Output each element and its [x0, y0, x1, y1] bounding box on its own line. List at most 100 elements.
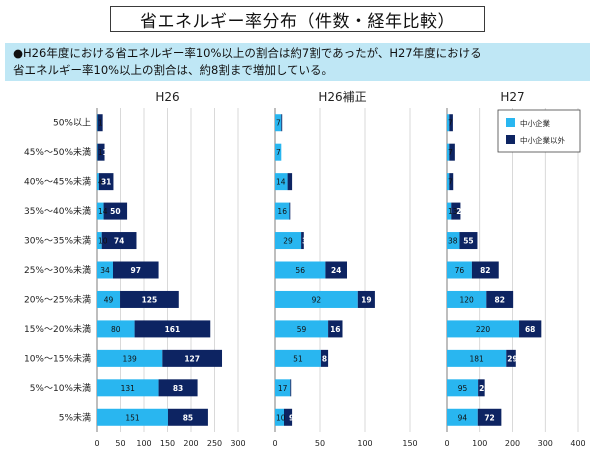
x-tick-label: 300 [230, 439, 245, 448]
x-tick-label: 50 [315, 439, 325, 448]
data-label-sme: 7 [276, 119, 281, 128]
data-label-non-sme: 29 [507, 354, 517, 363]
category-label: 35%～40%未満 [24, 205, 91, 217]
data-label-non-sme: 15 [102, 148, 112, 157]
data-label-sme: 10 [98, 237, 108, 246]
bar-non-sme [478, 379, 485, 397]
bar-sme [97, 173, 99, 191]
category-label: 30%～35%未満 [24, 235, 91, 247]
bar-non-sme [477, 408, 502, 426]
data-label-non-sme: 82 [480, 266, 490, 275]
bar-sme [275, 320, 329, 338]
bar-sme [275, 143, 282, 161]
data-label-non-sme: 8 [322, 354, 327, 363]
x-tick-label: 150 [402, 439, 417, 448]
bar-non-sme [162, 349, 223, 367]
data-label-non-sme: 97 [131, 266, 141, 275]
bar-non-sme [357, 290, 375, 308]
data-label-sme: 59 [297, 325, 307, 334]
bar-sme [447, 349, 507, 367]
data-label-sme: 7 [276, 148, 281, 157]
bar-non-sme [98, 173, 114, 191]
data-label-non-sme: 83 [173, 384, 183, 393]
data-label-non-sme: 19 [361, 295, 371, 304]
bar-non-sme [287, 173, 293, 191]
data-label-non-sme: 68 [525, 325, 535, 334]
bar-sme [447, 114, 450, 132]
bar-sme [97, 202, 104, 220]
data-label-sme: 14 [98, 207, 108, 216]
x-tick-label: 200 [505, 439, 520, 448]
data-label-non-sme: 5 [293, 178, 298, 187]
bar-sme [97, 320, 135, 338]
category-label: 5%～10%未満 [30, 382, 91, 394]
x-tick-label: 300 [538, 439, 553, 448]
category-label: 25%～30%未満 [24, 264, 91, 276]
bar-non-sme [120, 290, 179, 308]
bar-sme [275, 290, 358, 308]
bar-sme [275, 349, 321, 367]
bar-sme [275, 202, 290, 220]
bar-non-sme [449, 114, 453, 132]
summary-line-2: 省エネルギー率10%以上の割合は、約8割まで増加している。 [13, 63, 334, 77]
bar-non-sme [158, 379, 198, 397]
panel-title: H26 [155, 90, 179, 104]
bar-sme [97, 143, 98, 161]
bar-non-sme [281, 114, 283, 132]
data-label-sme: 49 [104, 295, 114, 304]
data-label-sme: 29 [283, 237, 293, 246]
data-label-non-sme: 127 [184, 354, 200, 363]
bar-non-sme [320, 349, 329, 367]
bar-sme [97, 290, 121, 308]
category-label: 45%～50%未満 [24, 146, 91, 158]
x-tick-label: 100 [357, 439, 372, 448]
data-label-sme: 4 [98, 178, 103, 187]
bar-non-sme [506, 349, 516, 367]
bar-sme [275, 232, 302, 250]
bar-sme [447, 202, 452, 220]
bar-sme [447, 290, 487, 308]
category-label: 5%未満 [59, 411, 91, 423]
x-tick-label: 250 [207, 439, 222, 448]
data-label-sme: 151 [125, 413, 140, 422]
data-label-sme: 17 [278, 384, 288, 393]
data-label-non-sme: 82 [495, 295, 505, 304]
data-label-sme: 1 [98, 119, 103, 128]
bar-non-sme [325, 261, 347, 279]
category-label: 40%～45%未満 [24, 176, 91, 188]
data-label-sme: 80 [111, 325, 121, 334]
data-label-sme: 56 [295, 266, 305, 275]
category-label: 20%～25%未満 [24, 293, 91, 305]
bar-non-sme [301, 232, 304, 250]
bar-non-sme [486, 290, 514, 308]
data-label-sme: 16 [277, 207, 287, 216]
legend-swatch-sme [506, 118, 515, 127]
bar-sme [447, 173, 450, 191]
data-label-non-sme: 11 [454, 119, 464, 128]
summary-box: ●H26年度における省エネルギー率10%以上の割合は約7割であったが、H27年度… [5, 43, 590, 81]
data-label-non-sme: 16 [330, 325, 340, 334]
data-label-non-sme: 1 [290, 207, 295, 216]
bar-non-sme [519, 320, 542, 338]
data-label-non-sme: 9 [289, 413, 294, 422]
legend-box [497, 109, 581, 153]
data-label-sme: 120 [459, 295, 474, 304]
data-label-sme: 131 [121, 384, 136, 393]
data-label-non-sme: 161 [165, 325, 181, 334]
data-label-sme: 7 [448, 119, 453, 128]
legend-label-non-sme: 中小企業以外 [520, 135, 565, 145]
data-label-non-sme: 3 [302, 237, 307, 246]
data-label-sme: 10 [276, 413, 286, 422]
data-label-non-sme: 74 [114, 237, 124, 246]
bar-non-sme [471, 261, 499, 279]
data-label-sme: 95 [458, 384, 468, 393]
data-label-non-sme: 1 [291, 384, 296, 393]
category-label: 15%～20%未満 [24, 323, 91, 335]
legend-label-sme: 中小企業 [520, 118, 550, 128]
data-label-non-sme: 50 [110, 207, 120, 216]
data-label-non-sme: 55 [463, 237, 473, 246]
category-label: 50%以上 [53, 118, 91, 129]
legend-swatch-non-sme [506, 135, 515, 144]
data-label-sme: 13 [448, 207, 458, 216]
